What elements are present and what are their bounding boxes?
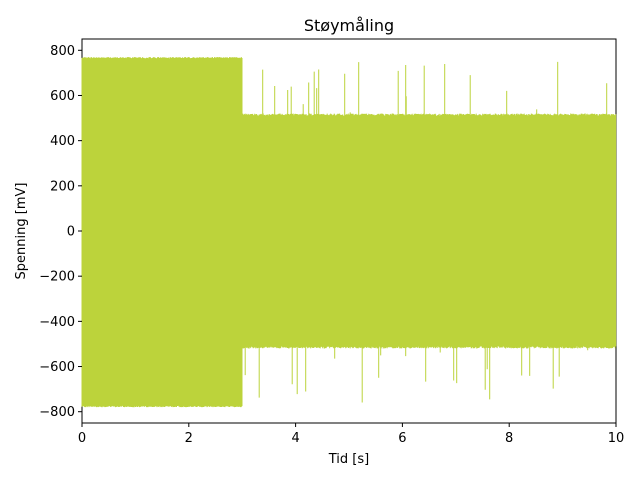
y-tick-label: 200 (50, 179, 75, 194)
x-axis-ticks: 0 2 4 6 8 10 (78, 423, 624, 446)
y-axis-ticks: −800 −600 −400 −200 0 200 400 600 800 (39, 44, 82, 420)
signal-series-line (81, 57, 617, 408)
y-axis-label: Spenning [mV] (14, 183, 29, 280)
y-tick-label: −600 (39, 360, 75, 375)
x-tick-label: 0 (78, 431, 86, 446)
chart-title: Støymåling (304, 16, 394, 35)
plot-area: 0 2 4 6 8 10 −800 −600 −400 −200 0 200 400 600 800 (39, 38, 624, 446)
series-group (81, 57, 617, 408)
x-tick-label: 4 (291, 431, 299, 446)
x-tick-label: 2 (185, 431, 193, 446)
x-axis-label: Tid [s] (328, 452, 369, 467)
y-tick-label: 0 (67, 225, 75, 240)
y-tick-label: −200 (39, 270, 75, 285)
y-tick-label: 600 (50, 89, 75, 104)
x-tick-label: 10 (608, 431, 625, 446)
x-tick-label: 6 (398, 431, 406, 446)
y-tick-label: −800 (39, 405, 75, 420)
y-tick-label: −400 (39, 315, 75, 330)
y-tick-label: 400 (50, 134, 75, 149)
x-tick-label: 8 (505, 431, 513, 446)
y-tick-label: 800 (50, 44, 75, 59)
